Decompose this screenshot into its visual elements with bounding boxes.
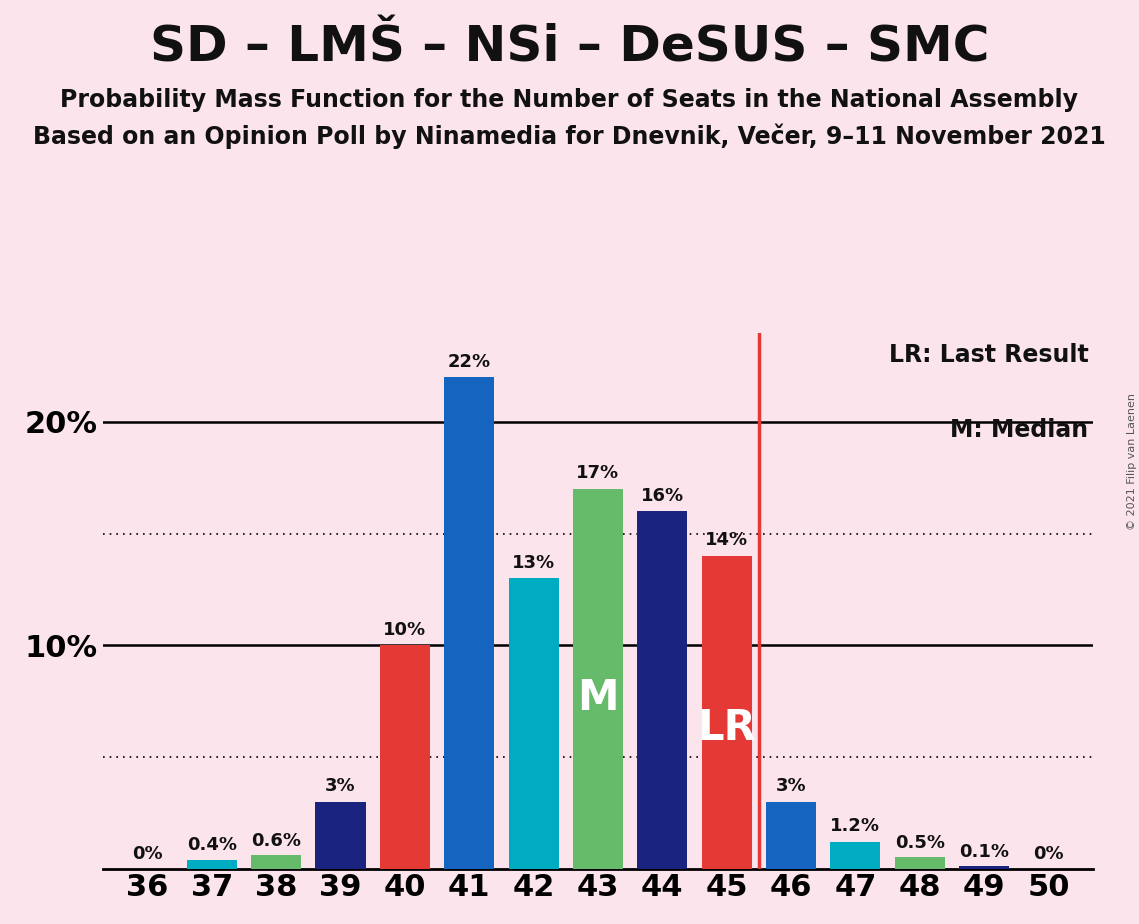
Text: 3%: 3% — [776, 777, 806, 795]
Bar — [573, 489, 623, 869]
Text: Probability Mass Function for the Number of Seats in the National Assembly: Probability Mass Function for the Number… — [60, 88, 1079, 112]
Bar — [637, 511, 688, 869]
Text: 13%: 13% — [513, 553, 555, 572]
Text: 10%: 10% — [384, 621, 426, 638]
Bar — [894, 857, 945, 869]
Text: 3%: 3% — [326, 777, 355, 795]
Bar — [508, 578, 559, 869]
Text: SD – LMŠ – NSi – DeSUS – SMC: SD – LMŠ – NSi – DeSUS – SMC — [149, 23, 990, 71]
Text: 0%: 0% — [1033, 845, 1064, 863]
Text: © 2021 Filip van Laenen: © 2021 Filip van Laenen — [1126, 394, 1137, 530]
Text: 0.5%: 0.5% — [895, 833, 944, 852]
Bar — [252, 856, 302, 869]
Text: LR: LR — [697, 707, 756, 748]
Bar — [187, 859, 237, 869]
Bar — [830, 842, 880, 869]
Text: 16%: 16% — [641, 487, 683, 505]
Text: LR: Last Result: LR: Last Result — [888, 344, 1089, 368]
Text: 14%: 14% — [705, 531, 748, 549]
Text: 0.4%: 0.4% — [187, 836, 237, 854]
Bar — [316, 802, 366, 869]
Text: 22%: 22% — [448, 353, 491, 371]
Bar — [702, 556, 752, 869]
Bar — [765, 802, 817, 869]
Text: 17%: 17% — [576, 464, 620, 482]
Text: M: Median: M: Median — [950, 419, 1089, 443]
Text: Based on an Opinion Poll by Ninamedia for Dnevnik, Večer, 9–11 November 2021: Based on an Opinion Poll by Ninamedia fo… — [33, 124, 1106, 150]
Text: 0%: 0% — [132, 845, 163, 863]
Text: 0.1%: 0.1% — [959, 843, 1009, 861]
Text: 0.6%: 0.6% — [252, 832, 301, 849]
Bar — [379, 645, 431, 869]
Bar — [444, 377, 494, 869]
Text: 1.2%: 1.2% — [830, 817, 880, 835]
Text: M: M — [577, 676, 618, 719]
Bar — [959, 867, 1009, 869]
